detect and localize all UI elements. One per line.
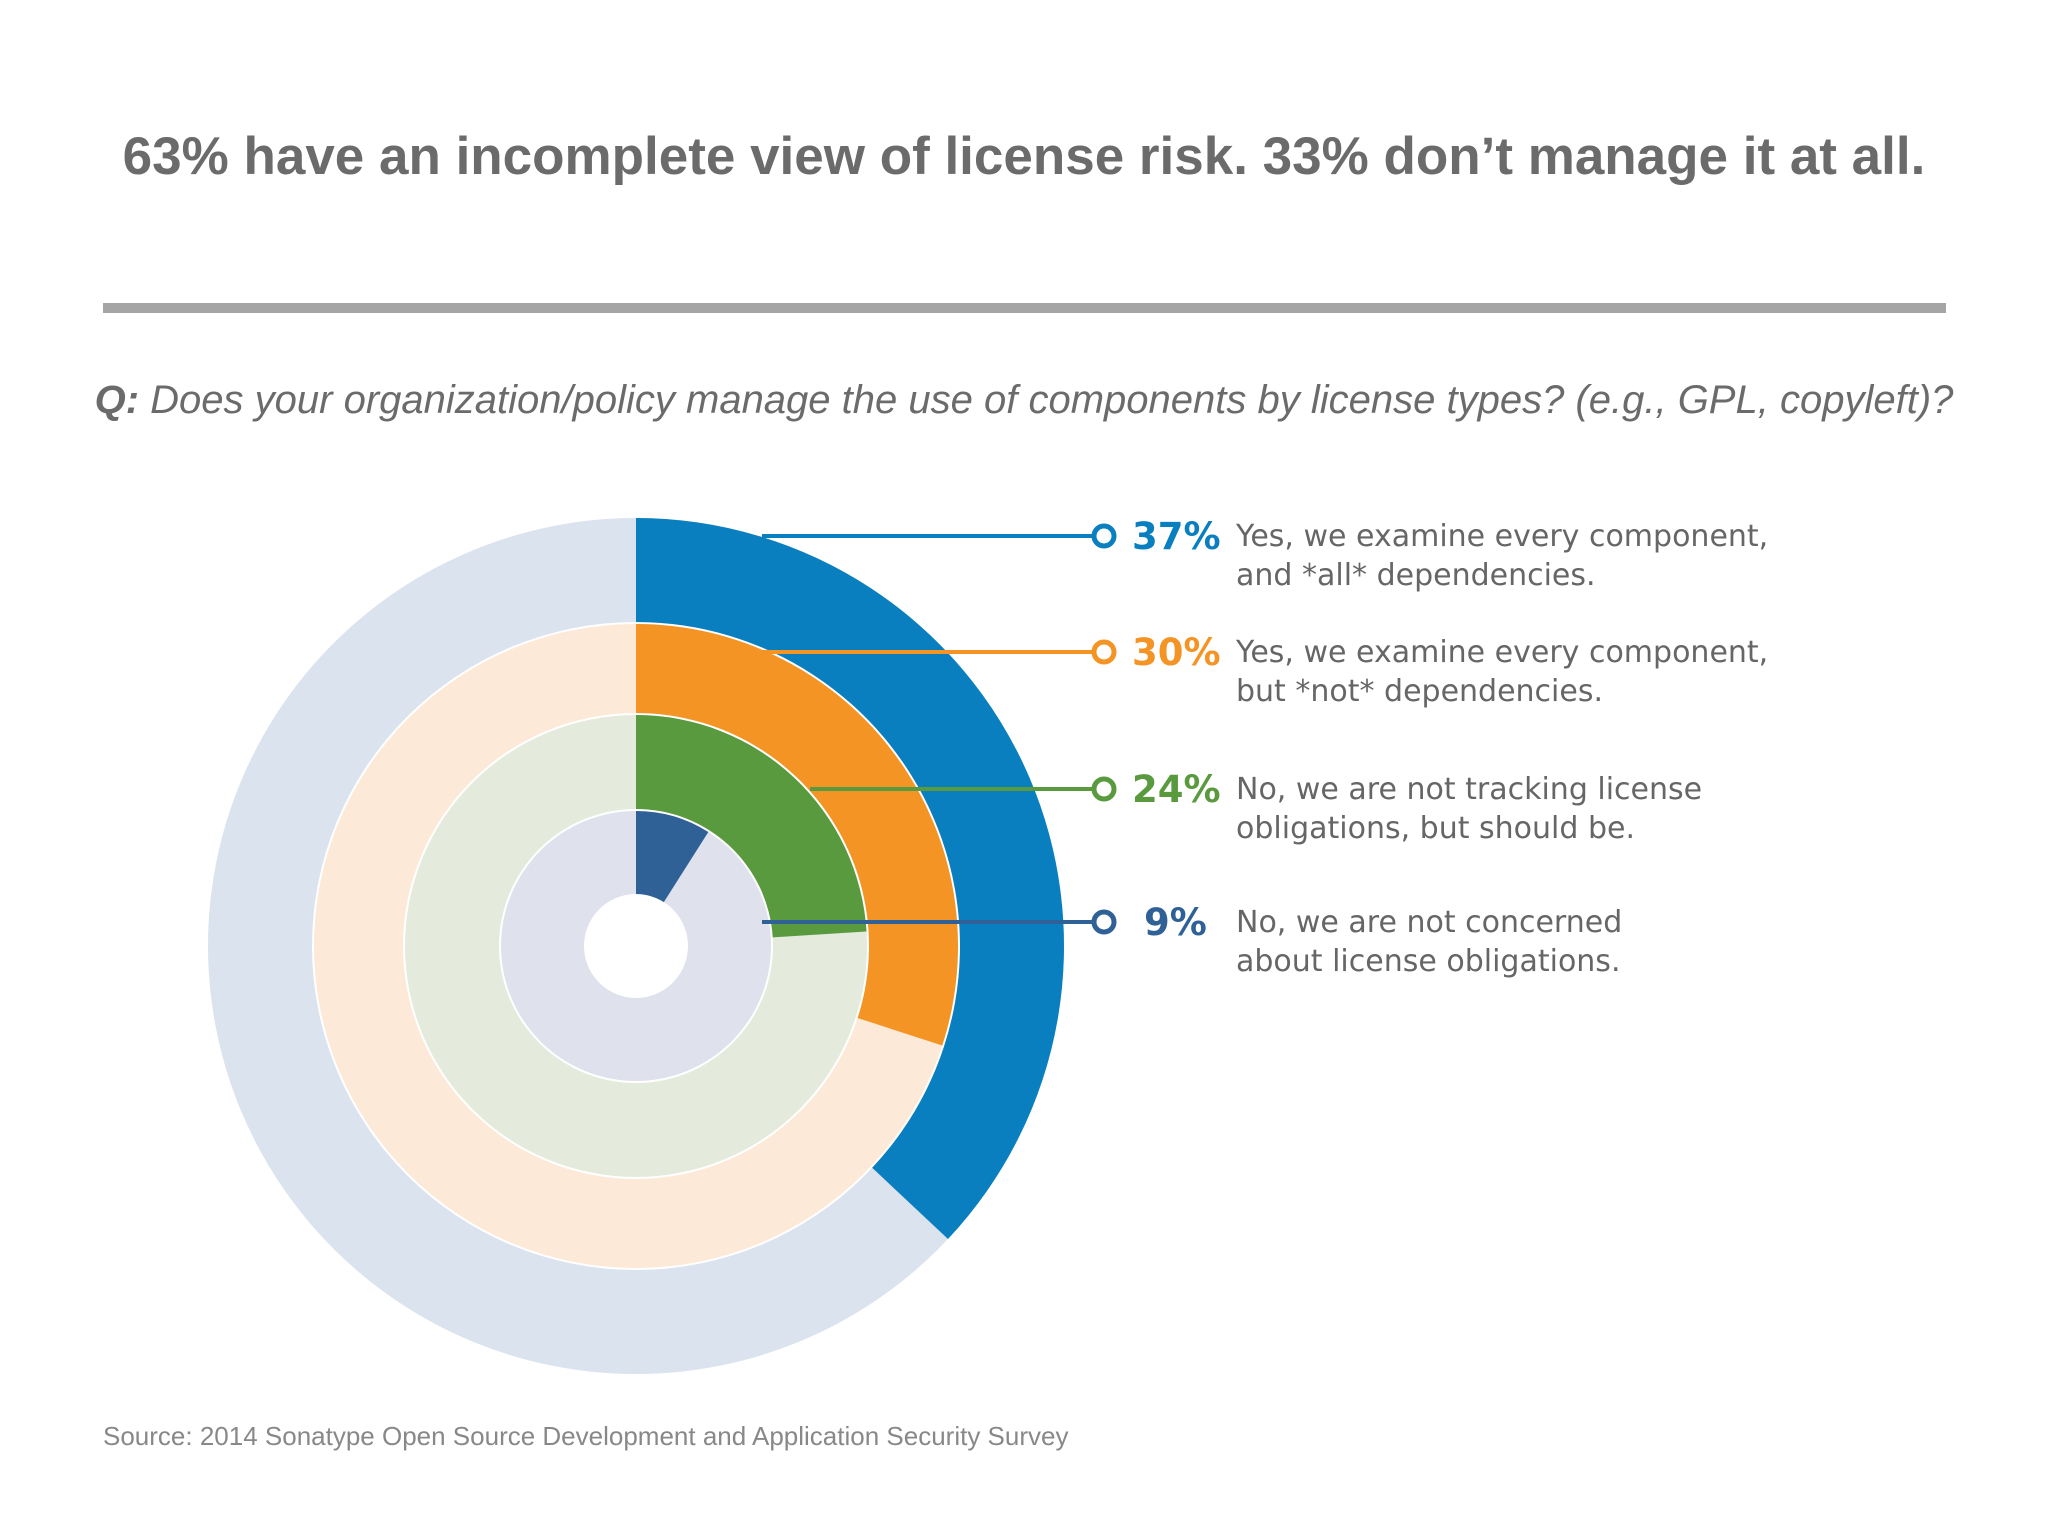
legend-marker-4 bbox=[1091, 909, 1117, 935]
question-text: Does your organization/policy manage the… bbox=[150, 378, 1954, 422]
legend-marker-3 bbox=[1091, 776, 1117, 802]
legend-percent-2: 30% bbox=[1132, 631, 1221, 674]
legend-text-3-line-2: obligations, but should be. bbox=[1236, 811, 1635, 846]
legend-text-4-line-2: about license obligations. bbox=[1236, 944, 1620, 979]
legend-marker-2 bbox=[1091, 639, 1117, 665]
source-note: Source: 2014 Sonatype Open Source Develo… bbox=[103, 1421, 1069, 1451]
question-prefix: Q: bbox=[94, 378, 140, 422]
center-hole bbox=[584, 894, 688, 998]
survey-question: Q: Does your organization/policy manage … bbox=[0, 378, 2048, 423]
ring-arc-1 bbox=[636, 518, 1064, 1239]
ring-arc-2 bbox=[636, 624, 958, 1046]
legend-percent-4: 9% bbox=[1144, 901, 1207, 944]
legend-percent-1: 37% bbox=[1132, 515, 1221, 558]
legend-text-4-line-1: No, we are not concerned bbox=[1236, 905, 1622, 940]
legend-text-1-line-2: and *all* dependencies. bbox=[1236, 558, 1596, 593]
legend-marker-1 bbox=[1091, 523, 1117, 549]
headline: 63% have an incomplete view of license r… bbox=[122, 127, 1926, 186]
legend-percent-3: 24% bbox=[1132, 768, 1221, 811]
legend-text-3-line-1: No, we are not tracking license bbox=[1236, 772, 1702, 807]
legend: 37% Yes, we examine every component, and *… bbox=[762, 515, 1768, 979]
legend-text-2-line-2: but *not* dependencies. bbox=[1236, 674, 1603, 709]
ring-arc-3 bbox=[636, 715, 867, 938]
legend-text-2-line-1: Yes, we examine every component, bbox=[1235, 635, 1768, 670]
title-divider bbox=[103, 303, 1946, 313]
legend-text-1-line-1: Yes, we examine every component, bbox=[1235, 519, 1768, 554]
